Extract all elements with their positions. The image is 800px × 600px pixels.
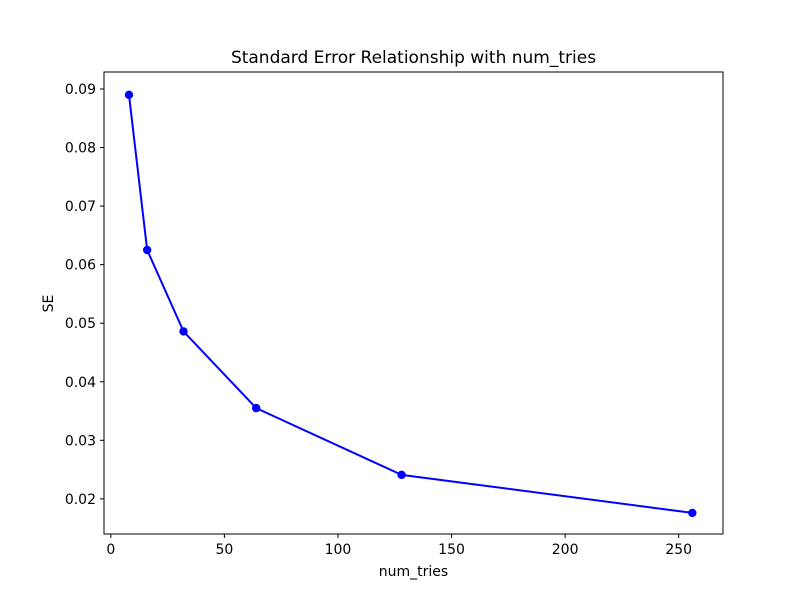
data-point-marker [251, 403, 261, 413]
y-tick-label: 0.02 [65, 492, 96, 508]
data-point-marker [179, 327, 188, 336]
y-axis-label: SE [41, 295, 57, 313]
y-tick-label: 0.03 [65, 433, 96, 449]
y-tick-label: 0.06 [65, 258, 96, 274]
data-point-marker [124, 90, 134, 100]
chart-title: Standard Error Relationship with num_tri… [231, 48, 596, 68]
x-tick-label: 150 [438, 542, 465, 558]
plot-border [103, 71, 724, 535]
data-point-marker [397, 470, 406, 480]
x-axis-label: num_tries [379, 564, 448, 580]
plot-area: 0 50 100 150 200 250 0.02 0.03 0.04 0.05 0.06 0.07 0… [65, 71, 724, 558]
series-line [127, 93, 694, 514]
x-tick-label: 200 [552, 542, 579, 558]
data-point-marker [142, 245, 152, 255]
data-point-marker [688, 508, 697, 518]
y-tick-label: 0.04 [65, 375, 96, 391]
y-tick-label: 0.08 [65, 141, 96, 157]
y-tick-label: 0.09 [65, 82, 96, 98]
x-tick-label: 250 [665, 542, 692, 558]
y-tick-label: 0.07 [65, 199, 96, 215]
x-tick-label: 50 [215, 542, 233, 558]
x-tick-label: 0 [106, 542, 115, 558]
x-tick-label: 100 [325, 542, 352, 558]
y-tick-label: 0.05 [65, 316, 96, 332]
